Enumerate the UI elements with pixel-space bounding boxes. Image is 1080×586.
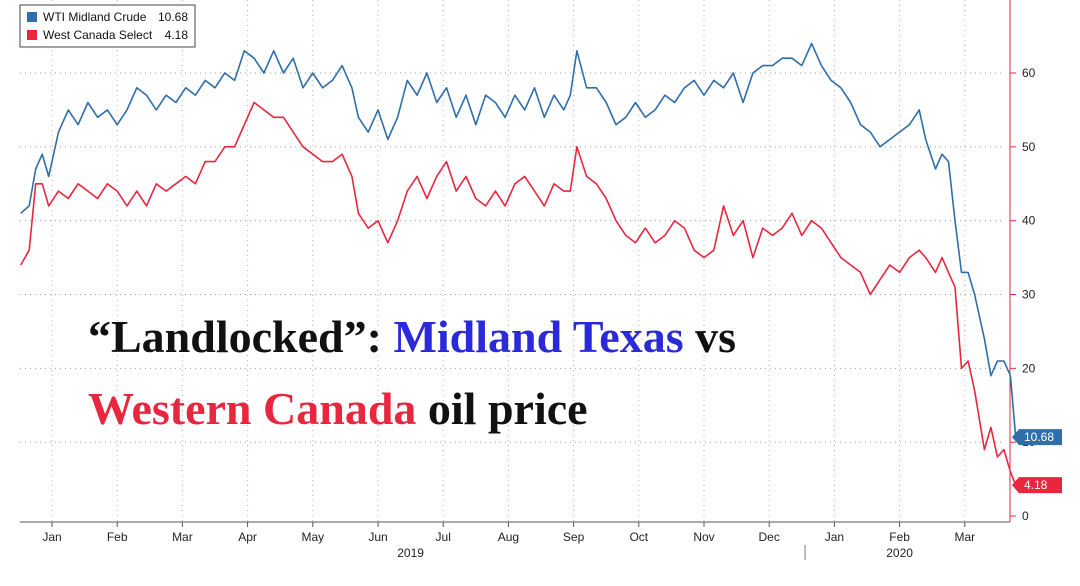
x-tick-label: Oct [629,530,648,544]
x-tick-label: Mar [172,530,193,544]
title-part: vs [684,311,736,362]
legend-label-wcs: West Canada Select [43,28,153,42]
last-value-badges: 10.68 4.18 [1012,429,1062,494]
x-tick-label: Apr [238,530,257,544]
title-part: “Landlocked”: [88,311,393,362]
y-tick-label: 60 [1022,66,1036,80]
title-line-1: “Landlocked”: Midland Texas vs [88,311,736,362]
x-tick-label: Aug [498,530,519,544]
y-tick-label: 40 [1022,214,1036,228]
y-tick-label: 0 [1022,509,1029,523]
x-tick-label: Jan [42,530,61,544]
x-tick-label: Feb [889,530,910,544]
last-value-badge-wcs [1012,477,1062,494]
y-tick-label: 30 [1022,288,1036,302]
title-part: oil price [416,383,587,434]
x-tick-label: Mar [954,530,975,544]
title-part: Western Canada [88,383,416,434]
title-overlay: “Landlocked”: Midland Texas vs Western C… [88,311,736,434]
last-value-label-wti: 10.68 [1024,430,1054,444]
y-tick-label: 20 [1022,361,1036,375]
x-tick-label: Jul [436,530,451,544]
legend-box [19,4,196,48]
axes: 0102030405060JanFebMarAprMayJunJulAugSep… [20,0,1036,560]
x-tick-label: Nov [693,530,714,544]
y-tick-label: 50 [1022,140,1036,154]
legend-value-wcs: 4.18 [165,28,189,42]
legend-swatch-wcs [27,30,37,40]
grid [20,0,1005,522]
series-layer [20,42,1017,486]
last-value-label-wcs: 4.18 [1024,478,1048,492]
x-tick-label: May [301,530,324,544]
legend-swatch-wti [27,12,37,22]
series-line-wti [20,42,1017,438]
legend: WTI Midland Crude 10.68 West Canada Sele… [19,4,196,48]
title-line-2: Western Canada oil price [88,383,588,434]
legend-value-wti: 10.68 [158,10,188,24]
year-label: 2020 [886,546,913,560]
x-tick-label: Feb [107,530,128,544]
series-line-wcs [20,101,1017,486]
year-label: 2019 [397,546,424,560]
legend-label-wti: WTI Midland Crude [43,10,147,24]
x-tick-label: Dec [759,530,780,544]
last-value-badge-wti [1012,429,1062,446]
x-tick-label: Sep [563,530,585,544]
title-part: Midland Texas [393,311,683,362]
x-tick-label: Jan [825,530,844,544]
x-tick-label: Jun [368,530,387,544]
